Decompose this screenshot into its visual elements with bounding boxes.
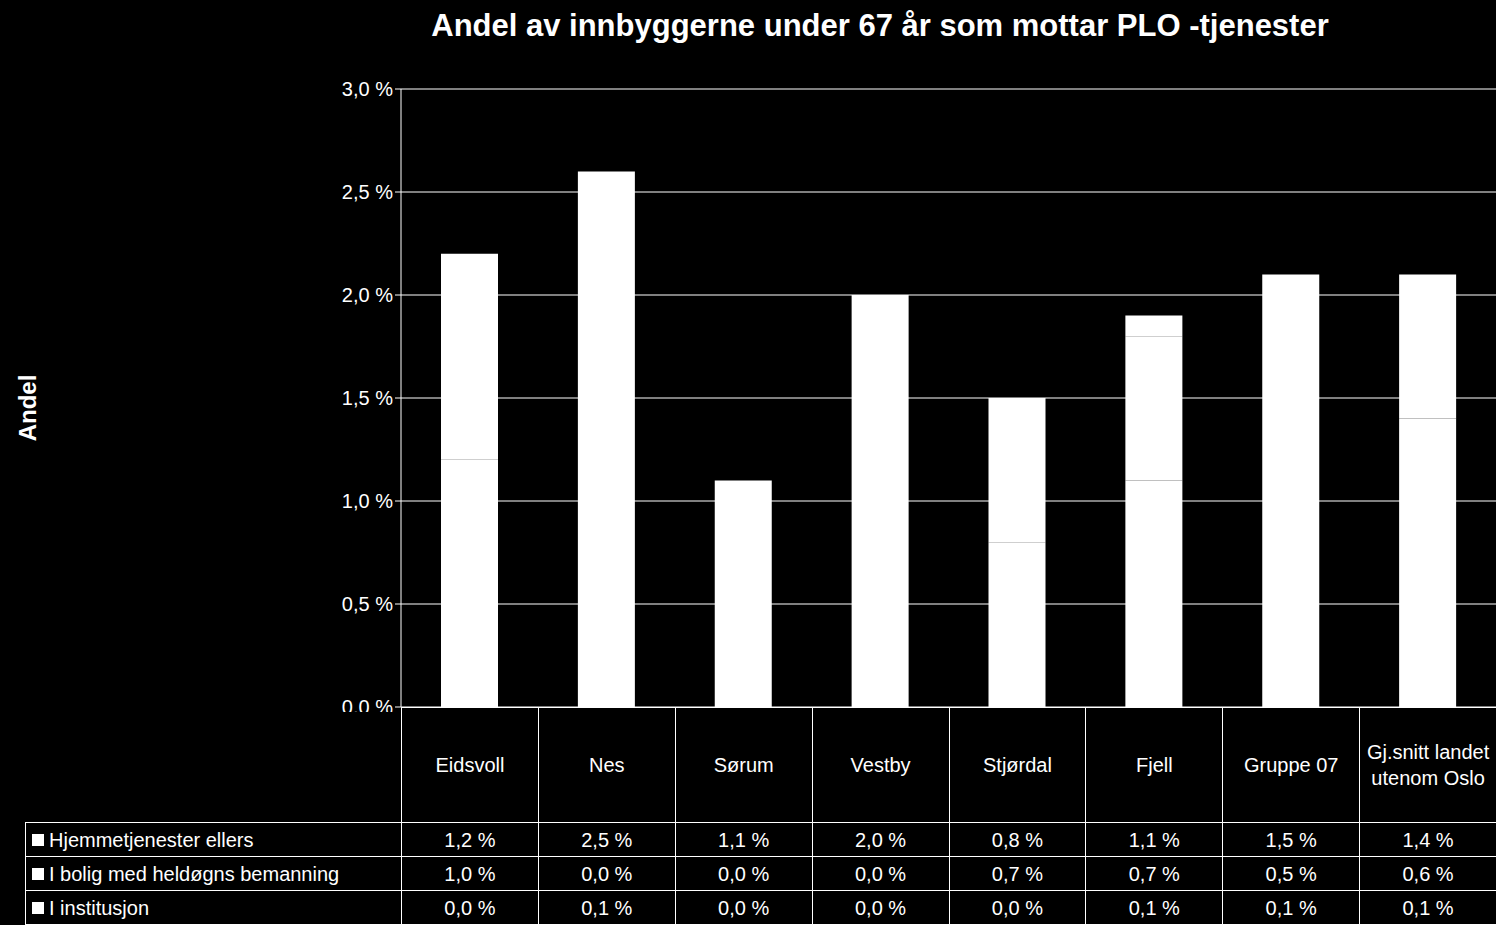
html-text:1,0 %: 1,0 % bbox=[444, 862, 496, 885]
html-text:Andel av innbyggerne under 67: Andel av innbyggerne under 67 år som mot… bbox=[431, 8, 1329, 43]
html-text:0,7 %: 0,7 % bbox=[991, 862, 1043, 885]
html-text:Hjemmetjenester ellers: Hjemmetjenester ellers bbox=[49, 828, 254, 851]
html-text:0,0 %: 0,0 % bbox=[718, 896, 770, 919]
html-text:0,0 %: 0,0 % bbox=[718, 862, 770, 885]
html-text:Gruppe 07: Gruppe 07 bbox=[1243, 754, 1339, 776]
html-text:0,1 %: 0,1 % bbox=[581, 896, 633, 919]
html-text:2,5 %: 2,5 % bbox=[581, 828, 633, 851]
html-text:0,7 %: 0,7 % bbox=[1128, 862, 1180, 885]
svg-text:1,5 %: 1,5 % bbox=[342, 387, 393, 409]
html-text:Gj.snitt landet utenom Oslo: Gj.snitt landet utenom Oslo bbox=[1366, 741, 1490, 789]
html-text:0,0 %: 0,0 % bbox=[855, 896, 907, 919]
html-text:1,1 %: 1,1 % bbox=[1128, 828, 1180, 851]
svg-text:0,0 %: 0,0 % bbox=[342, 696, 393, 712]
html-text:0,0 %: 0,0 % bbox=[855, 862, 907, 885]
html-text:0,8 %: 0,8 % bbox=[991, 828, 1043, 851]
html-text:0,1 %: 0,1 % bbox=[1265, 896, 1317, 919]
html-text:Stjørdal: Stjørdal bbox=[983, 754, 1052, 776]
html-text:Eidsvoll: Eidsvoll bbox=[435, 754, 505, 776]
html-text:1,2 %: 1,2 % bbox=[444, 828, 496, 851]
html-text:1,1 %: 1,1 % bbox=[718, 828, 770, 851]
svg-text:1,0 %: 1,0 % bbox=[342, 490, 393, 512]
html-text:Andel: Andel bbox=[14, 374, 41, 442]
html-text:0,1 %: 0,1 % bbox=[1128, 896, 1180, 919]
html-text:Fjell: Fjell bbox=[1136, 754, 1173, 776]
html-text:Vestby: Vestby bbox=[850, 754, 911, 776]
html-text:Nes: Nes bbox=[589, 754, 625, 776]
svg-text:2,0 %: 2,0 % bbox=[342, 284, 393, 306]
html-text:1,5 %: 1,5 % bbox=[1265, 828, 1317, 851]
svg-text:0,5 %: 0,5 % bbox=[342, 593, 393, 615]
html-text:I bolig med heldøgns bemanning: I bolig med heldøgns bemanning bbox=[49, 862, 340, 885]
html-text:0,0 %: 0,0 % bbox=[991, 896, 1043, 919]
html-text:0,0 %: 0,0 % bbox=[581, 862, 633, 885]
html-text:0,0 %: 0,0 % bbox=[444, 896, 496, 919]
html-text:1,4 %: 1,4 % bbox=[1402, 828, 1454, 851]
html-text:0,6 %: 0,6 % bbox=[1402, 862, 1454, 885]
html-text:0,5 %: 0,5 % bbox=[1265, 862, 1317, 885]
html-text:2,0 %: 2,0 % bbox=[855, 828, 907, 851]
svg-text:3,0 %: 3,0 % bbox=[342, 78, 393, 100]
html-text:I institusjon: I institusjon bbox=[49, 896, 150, 919]
html-text:0,1 %: 0,1 % bbox=[1402, 896, 1454, 919]
html-text:Sørum: Sørum bbox=[713, 754, 774, 776]
svg-text:2,5 %: 2,5 % bbox=[342, 181, 393, 203]
